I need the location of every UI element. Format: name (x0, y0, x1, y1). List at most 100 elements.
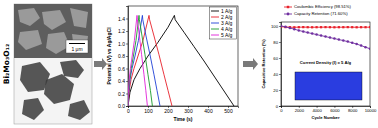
legend-label: 5 A/g (221, 32, 233, 38)
y-tick: 0.4 (118, 78, 128, 84)
y-axis-line (279, 23, 282, 107)
series-marker (356, 26, 358, 28)
series-line (128, 15, 160, 106)
x-tick-label: 200 (164, 108, 173, 114)
legend-label: Coulombic Efficiency (98.51%) (294, 4, 352, 9)
legend: 1 A/g2 A/g3 A/g4 A/g5 A/g (210, 7, 237, 39)
plot-frame (281, 22, 370, 106)
x-tick-label: 10000 (365, 108, 377, 113)
y-axis: 020406080100 (271, 23, 282, 109)
x-tick-label: 6000 (330, 108, 340, 113)
y-tick: 0.8 (118, 53, 128, 59)
legend-frame (210, 7, 237, 39)
legend-marker (287, 13, 290, 16)
series-marker (324, 26, 326, 28)
chart: 01002003004005000.00.20.40.60.81.01.21.4… (106, 6, 239, 122)
x-tick: 0 (127, 106, 130, 114)
y-tick-label: 0.0 (118, 103, 125, 109)
series-marker (324, 35, 327, 38)
y-tick-mark (279, 42, 281, 43)
inset-plot (295, 72, 362, 100)
series-marker (293, 28, 296, 31)
y-tick-mark (279, 26, 281, 27)
legend-marker (287, 6, 289, 8)
series-marker (351, 26, 353, 28)
series-line (281, 26, 370, 49)
series-marker (281, 26, 282, 28)
series-line (128, 15, 152, 106)
material-label: Bi₂Mo₃O₁₂ (2, 44, 11, 84)
series-marker (289, 26, 291, 28)
series-marker (338, 26, 340, 28)
scale-bar (69, 43, 85, 44)
x-tick-label: 300 (184, 108, 193, 114)
x-tick: 0 (280, 106, 283, 113)
arrow (243, 58, 258, 70)
y-tick-mark (126, 31, 128, 32)
x-tick-label: 0 (127, 108, 130, 114)
x-axis-title: Cycle Number (311, 115, 340, 120)
legend-swatch (211, 11, 219, 12)
series-marker (306, 31, 309, 34)
scale-bar-label: 1 μm (71, 46, 82, 52)
y-axis-title: Potential (V) vs Ag/AgCl (106, 27, 112, 85)
series-marker (329, 26, 331, 28)
plot-frame (128, 6, 238, 106)
particle (44, 74, 74, 104)
y-axis: 0.00.20.40.60.81.01.21.4 (118, 7, 128, 110)
x-tick-label: 4000 (312, 108, 322, 113)
series-marker (342, 26, 344, 28)
series-marker (302, 26, 304, 28)
y-tick-label: 0.4 (118, 78, 125, 84)
series-line (128, 15, 172, 106)
series-marker (329, 36, 332, 39)
legend-swatch (211, 17, 219, 18)
y-tick-label: 40 (273, 72, 278, 77)
x-tick-label: 100 (144, 108, 153, 114)
y-tick-label: 0.2 (118, 91, 125, 97)
series-marker (307, 26, 309, 28)
y-tick-mark (126, 56, 128, 57)
y-tick-mark (126, 94, 128, 95)
y-tick-label: 80 (273, 40, 278, 45)
series-marker (347, 26, 349, 28)
series-marker (364, 26, 366, 28)
y-tick-mark (126, 81, 128, 82)
legend-label: Capacity Retention (71.60%) (294, 11, 348, 16)
x-tick: 6000 (330, 106, 340, 113)
legend-swatch (211, 23, 219, 24)
x-tick-label: 8000 (348, 108, 358, 113)
y-tick-label: 0.6 (118, 66, 125, 72)
x-tick: 400 (204, 106, 213, 114)
chart: 0200040006000800010000020406080100Cycle … (261, 4, 377, 120)
series-marker (302, 30, 305, 33)
series-line (281, 26, 370, 28)
y-tick: 0 (276, 104, 281, 109)
x-tick: 2000 (295, 106, 305, 113)
series-marker (333, 26, 335, 28)
x-tick: 100 (144, 106, 153, 114)
particle (22, 98, 44, 120)
y-tick-mark (279, 90, 281, 91)
x-tick: 300 (184, 106, 193, 114)
series-marker (369, 47, 370, 50)
particle (60, 60, 84, 78)
y-tick-label: 0 (276, 104, 279, 109)
series-marker (364, 46, 367, 49)
y-tick-mark (279, 106, 281, 107)
flake (18, 8, 40, 26)
figure: Bi₂Mo₃O₁₂1 μm01002003004005000.00.20.40.… (0, 0, 378, 128)
series-marker (351, 42, 354, 45)
micrograph-bottom (14, 4, 92, 124)
y-axis-title: Capacitive Retention (%) (261, 39, 266, 89)
x-tick-label: 400 (204, 108, 213, 114)
series-line (128, 15, 234, 106)
series-marker (284, 26, 286, 28)
x-tick-label: 2000 (295, 108, 305, 113)
x-tick: 4000 (312, 106, 322, 113)
y-tick: 1.4 (118, 16, 128, 22)
y-tick: 0.6 (118, 66, 128, 72)
y-tick: 20 (273, 88, 281, 93)
x-tick: 500 (224, 106, 233, 114)
inset (295, 72, 362, 100)
